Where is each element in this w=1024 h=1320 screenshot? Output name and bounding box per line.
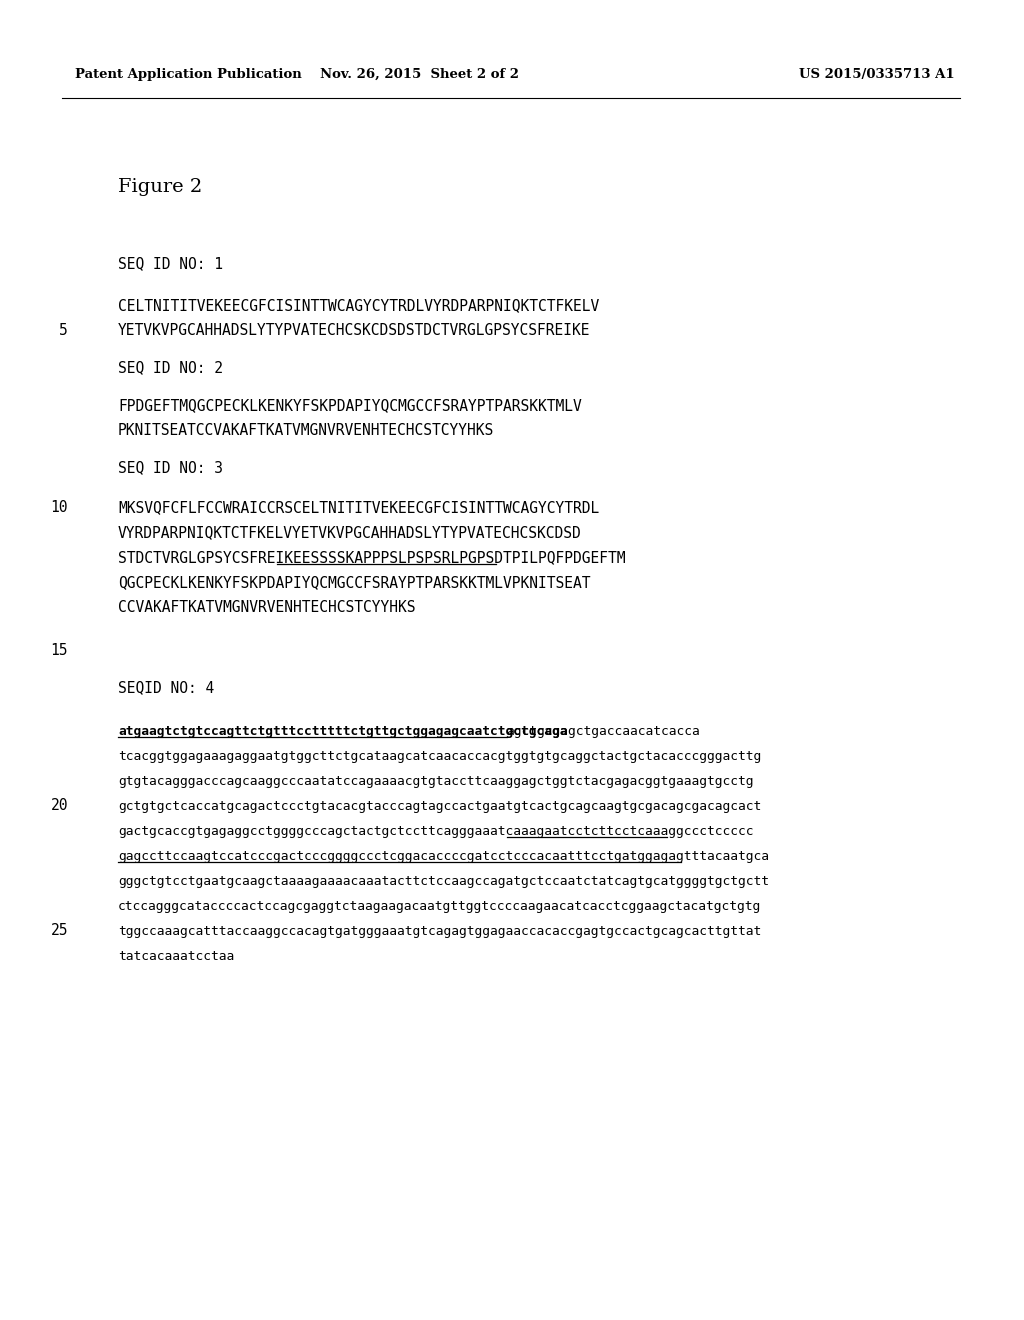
- Text: Patent Application Publication: Patent Application Publication: [75, 69, 302, 81]
- Text: gagccttccaagtccatcccgactcccggggccctcggacaccccgatcctcccacaatttcctgatggagagtttacaa: gagccttccaagtccatcccgactcccggggccctcggac…: [118, 850, 769, 863]
- Text: Figure 2: Figure 2: [118, 178, 203, 195]
- Text: SEQID NO: 4: SEQID NO: 4: [118, 680, 214, 696]
- Text: atgaagtctgtccagttctgtttcctttttctgttgctggagagcaatctgctgcaga: atgaagtctgtccagttctgtttcctttttctgttgctgg…: [118, 725, 567, 738]
- Text: STDCTVRGLGPSYCSFREIKEESSSSKAPPPSLPSPSRLPGPSDTPILPQFPDGEFTM: STDCTVRGLGPSYCSFREIKEESSSSKAPPPSLPSPSRLP…: [118, 550, 626, 565]
- Text: 20: 20: [50, 799, 68, 813]
- Text: YETVKVPGCAHHADSLYTYPVATECHCSKCDSDSTDCTVRGLGPSYCSFREIKE: YETVKVPGCAHHADSLYTYPVATECHCSKCDSDSTDCTVR…: [118, 323, 591, 338]
- Text: 5: 5: [59, 323, 68, 338]
- Text: gggctgtcctgaatgcaagctaaaagaaaacaaatacttctccaagccagatgctccaatctatcagtgcatggggtgct: gggctgtcctgaatgcaagctaaaagaaaacaaatacttc…: [118, 875, 769, 888]
- Text: tatcacaaatcctaa: tatcacaaatcctaa: [118, 950, 234, 964]
- Text: agctgcgagctgaccaacatcacca: agctgcgagctgaccaacatcacca: [507, 725, 700, 738]
- Text: CELTNITITVEKEECGFCISINTTWCAGYCYTRDLVYRDPARPNIQKTCTFKELV: CELTNITITVEKEECGFCISINTTWCAGYCYTRDLVYRDP…: [118, 298, 599, 313]
- Text: 15: 15: [50, 643, 68, 657]
- Text: SEQ ID NO: 3: SEQ ID NO: 3: [118, 459, 223, 475]
- Text: 25: 25: [50, 923, 68, 939]
- Text: gtgtacagggacccagcaaggcccaatatccagaaaacgtgtaccttcaaggagctggtctacgagacggtgaaagtgcc: gtgtacagggacccagcaaggcccaatatccagaaaacgt…: [118, 775, 754, 788]
- Text: gctgtgctcaccatgcagactccctgtacacgtacccagtagccactgaatgtcactgcagcaagtgcgacagcgacagc: gctgtgctcaccatgcagactccctgtacacgtacccagt…: [118, 800, 761, 813]
- Text: FPDGEFTMQGCPECKLKENKYFSKPDAPIYQCMGCCFSRAYPTPARSKKTMLV: FPDGEFTMQGCPECKLKENKYFSKPDAPIYQCMGCCFSRA…: [118, 399, 582, 413]
- Text: SEQ ID NO: 2: SEQ ID NO: 2: [118, 360, 223, 375]
- Text: QGCPECKLKENKYFSKPDAPIYQCMGCCFSRAYPTPARSKKTMLVPKNITSEAT: QGCPECKLKENKYFSKPDAPIYQCMGCCFSRAYPTPARSK…: [118, 576, 591, 590]
- Text: gactgcaccgtgagaggcctggggcccagctactgctccttcagggaaatcaaagaatcctcttcctcaaaggccctccc: gactgcaccgtgagaggcctggggcccagctactgctcct…: [118, 825, 754, 838]
- Text: VYRDPARPNIQKTCTFKELVYETVKVPGCAHHADSLYTYPVATECHCSKCDSD: VYRDPARPNIQKTCTFKELVYETVKVPGCAHHADSLYTYP…: [118, 525, 582, 540]
- Text: MKSVQFCFLFCCWRAICCRSCELTNITITVEKEECGFCISINTTWCAGYCYTRDL: MKSVQFCFLFCCWRAICCRSCELTNITITVEKEECGFCIS…: [118, 500, 599, 515]
- Text: tcacggtggagaaagaggaatgtggcttctgcataagcatcaacaccacgtggtgtgcaggctactgctacacccgggac: tcacggtggagaaagaggaatgtggcttctgcataagcat…: [118, 750, 761, 763]
- Text: ctccagggcataccccactccagcgaggtctaagaagacaatgttggtccccaagaacatcacctcggaagctacatgct: ctccagggcataccccactccagcgaggtctaagaagaca…: [118, 900, 761, 913]
- Text: 10: 10: [50, 500, 68, 515]
- Text: US 2015/0335713 A1: US 2015/0335713 A1: [800, 69, 955, 81]
- Text: CCVAKAFTKATVMGNVRVENHTECHCSTCYYHKS: CCVAKAFTKATVMGNVRVENHTECHCSTCYYHKS: [118, 601, 416, 615]
- Text: PKNITSEATCCVAKAFTKATVMGNVRVENHTECHCSTCYYHKS: PKNITSEATCCVAKAFTKATVMGNVRVENHTECHCSTCYY…: [118, 422, 495, 438]
- Text: SEQ ID NO: 1: SEQ ID NO: 1: [118, 256, 223, 271]
- Text: tggccaaagcatttaccaaggccacagtgatgggaaatgtcagagtggagaaccacaccgagtgccactgcagcacttgt: tggccaaagcatttaccaaggccacagtgatgggaaatgt…: [118, 925, 761, 939]
- Text: Nov. 26, 2015  Sheet 2 of 2: Nov. 26, 2015 Sheet 2 of 2: [321, 69, 519, 81]
